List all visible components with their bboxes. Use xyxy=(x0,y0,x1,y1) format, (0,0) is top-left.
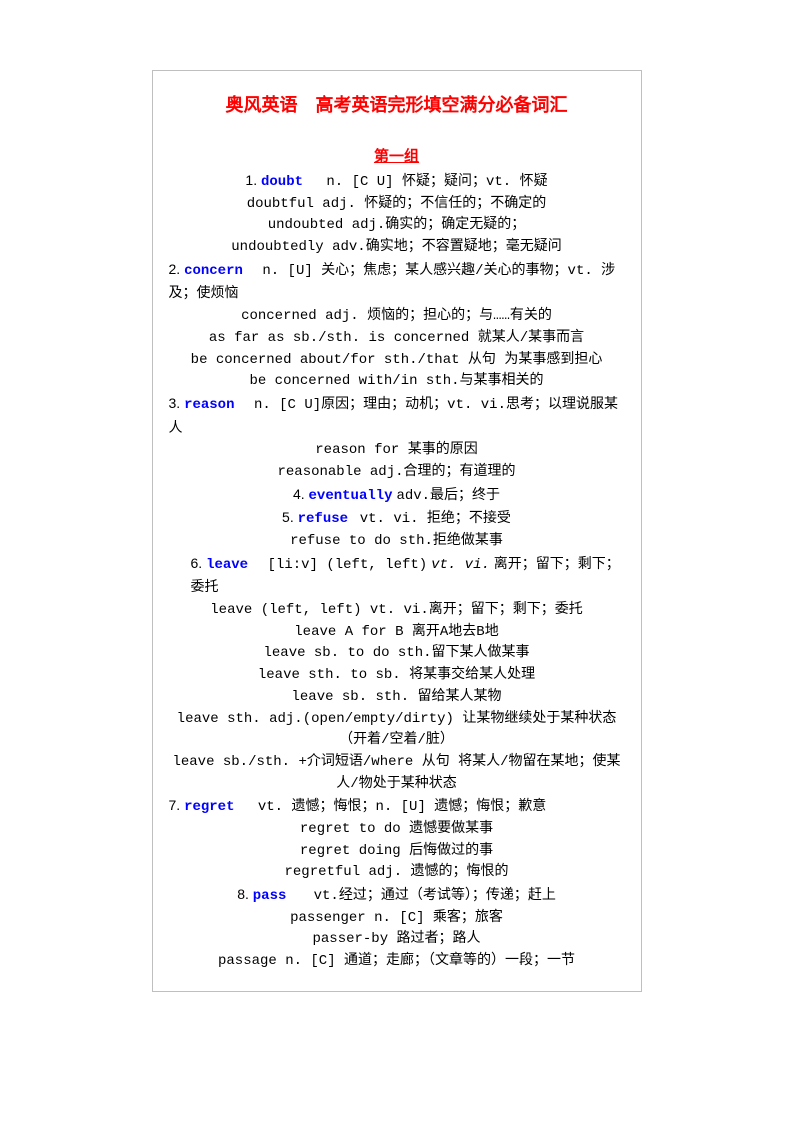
entry-num: 1. xyxy=(245,172,257,188)
entry-num: 3. xyxy=(169,395,181,411)
entry-def: vt. 遗憾；悔恨；n. [U] 遗憾；悔恨；歉意 xyxy=(258,799,546,815)
entry-sub: concerned adj. 烦恼的；担心的；与……有关的 xyxy=(165,306,629,328)
entry-sub: refuse to do sth.拒绝做某事 xyxy=(165,531,629,553)
entry-word: concern xyxy=(184,263,243,279)
entry: 2. concern n. [U] 关心；焦虑；某人感兴趣/关心的事物；vt. … xyxy=(165,259,629,306)
entry-phon: [li:v] (left, left) xyxy=(268,557,428,573)
entry-sub: leave sth. to sb. 将某事交给某人处理 xyxy=(165,665,629,687)
entry-word: pass xyxy=(253,888,287,904)
entry-def: vt. vi. 拒绝；不接受 xyxy=(360,511,511,527)
entry-word: regret xyxy=(184,799,234,815)
entry-def: vt.经过；通过（考试等）；传递；赶上 xyxy=(314,888,556,904)
entry-sub: undoubted adj.确实的；确定无疑的； xyxy=(165,215,629,237)
entry: 1. doubt n. [C U] 怀疑；疑问；vt. 怀疑 xyxy=(165,170,629,194)
entry-sub: leave A for B 离开A地去B地 xyxy=(165,622,629,644)
entry-sub: undoubtedly adv.确实地；不容置疑地；毫无疑问 xyxy=(165,237,629,259)
entry-num: 7. xyxy=(169,797,181,813)
entry-sub: leave sb. sth. 留给某人某物 xyxy=(165,687,629,709)
entry-sub: as far as sb./sth. is concerned 就某人/某事而言 xyxy=(165,328,629,350)
entry-sub: be concerned with/in sth.与某事相关的 xyxy=(165,371,629,393)
entry-sub: leave sb./sth. +介词短语/where 从句 将某人/物留在某地；… xyxy=(165,752,629,795)
entry-sub: doubtful adj. 怀疑的；不信任的；不确定的 xyxy=(165,194,629,216)
entry-sub: leave sth. adj.(open/empty/dirty) 让某物继续处… xyxy=(165,709,629,752)
entry-num: 8. xyxy=(237,886,249,902)
entry-sub: leave (left, left) vt. vi.离开；留下；剩下；委托 xyxy=(165,600,629,622)
entry-word: eventually xyxy=(309,488,393,504)
entry-sub: leave sb. to do sth.留下某人做某事 xyxy=(165,643,629,665)
entry: 6. leave [li:v] (left, left) vt. vi. 离开；… xyxy=(165,553,629,600)
entry-num: 4. xyxy=(293,486,305,502)
entry-pos: vt. vi. xyxy=(431,557,490,573)
entry-word: reason xyxy=(184,397,234,413)
entry: 7. regret vt. 遗憾；悔恨；n. [U] 遗憾；悔恨；歉意 xyxy=(165,795,629,819)
entry-sub: regret doing 后悔做过的事 xyxy=(165,841,629,863)
entry-sub: passer-by 路过者；路人 xyxy=(165,929,629,951)
entry-num: 2. xyxy=(169,261,181,277)
entry-word: refuse xyxy=(298,511,348,527)
entry-sub: regretful adj. 遗憾的；悔恨的 xyxy=(165,862,629,884)
entry-word: doubt xyxy=(261,174,303,190)
entry-sub: be concerned about/for sth./that 从句 为某事感… xyxy=(165,350,629,372)
entry-sub: reason for 某事的原因 xyxy=(165,440,629,462)
entry-word: leave xyxy=(206,557,248,573)
entry-sub: reasonable adj.合理的；有道理的 xyxy=(165,462,629,484)
entry-def: n. [C U] 怀疑；疑问；vt. 怀疑 xyxy=(326,174,547,190)
vocabulary-content: 1. doubt n. [C U] 怀疑；疑问；vt. 怀疑 doubtful … xyxy=(165,170,629,973)
main-title: 奥风英语 高考英语完形填空满分必备词汇 xyxy=(165,91,629,117)
entry: 5. refuse vt. vi. 拒绝；不接受 xyxy=(165,507,629,531)
entry-sub: passage n. [C] 通道；走廊；（文章等的）一段；一节 xyxy=(165,951,629,973)
entry: 3. reason n. [C U]原因；理由；动机；vt. vi.思考；以理说… xyxy=(165,393,629,440)
entry-def: n. [C U]原因；理由；动机；vt. vi.思考；以理说服某人 xyxy=(169,397,618,437)
section-title: 第一组 xyxy=(165,145,629,166)
entry: 4. eventually adv.最后；终于 xyxy=(165,484,629,508)
document-page: 奥风英语 高考英语完形填空满分必备词汇 第一组 1. doubt n. [C U… xyxy=(152,70,642,992)
entry-def: adv.最后；终于 xyxy=(396,488,500,504)
entry-sub: regret to do 遗憾要做某事 xyxy=(165,819,629,841)
entry-num: 5. xyxy=(282,509,294,525)
entry: 8. pass vt.经过；通过（考试等）；传递；赶上 xyxy=(165,884,629,908)
entry-num: 6. xyxy=(191,555,203,571)
entry-sub: passenger n. [C] 乘客；旅客 xyxy=(165,908,629,930)
